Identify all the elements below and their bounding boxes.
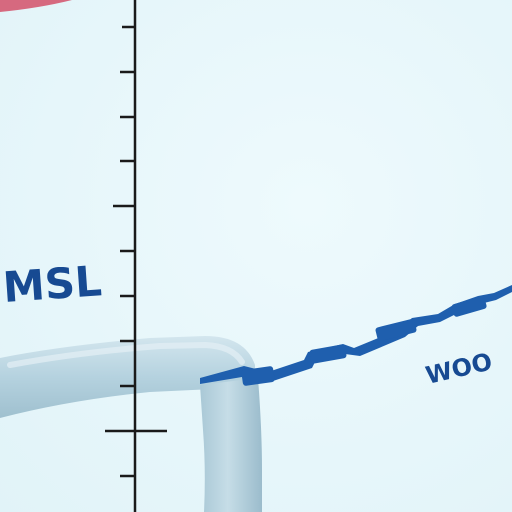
axis-ticks	[105, 25, 167, 478]
pipe-vertical	[200, 378, 262, 512]
pipe-highlight	[7, 341, 245, 368]
msl-label: MSL	[1, 256, 103, 312]
stepped-line	[200, 285, 512, 384]
step-notches	[241, 296, 487, 386]
top-accent	[0, 0, 72, 12]
woo-label: WOO	[423, 347, 495, 389]
